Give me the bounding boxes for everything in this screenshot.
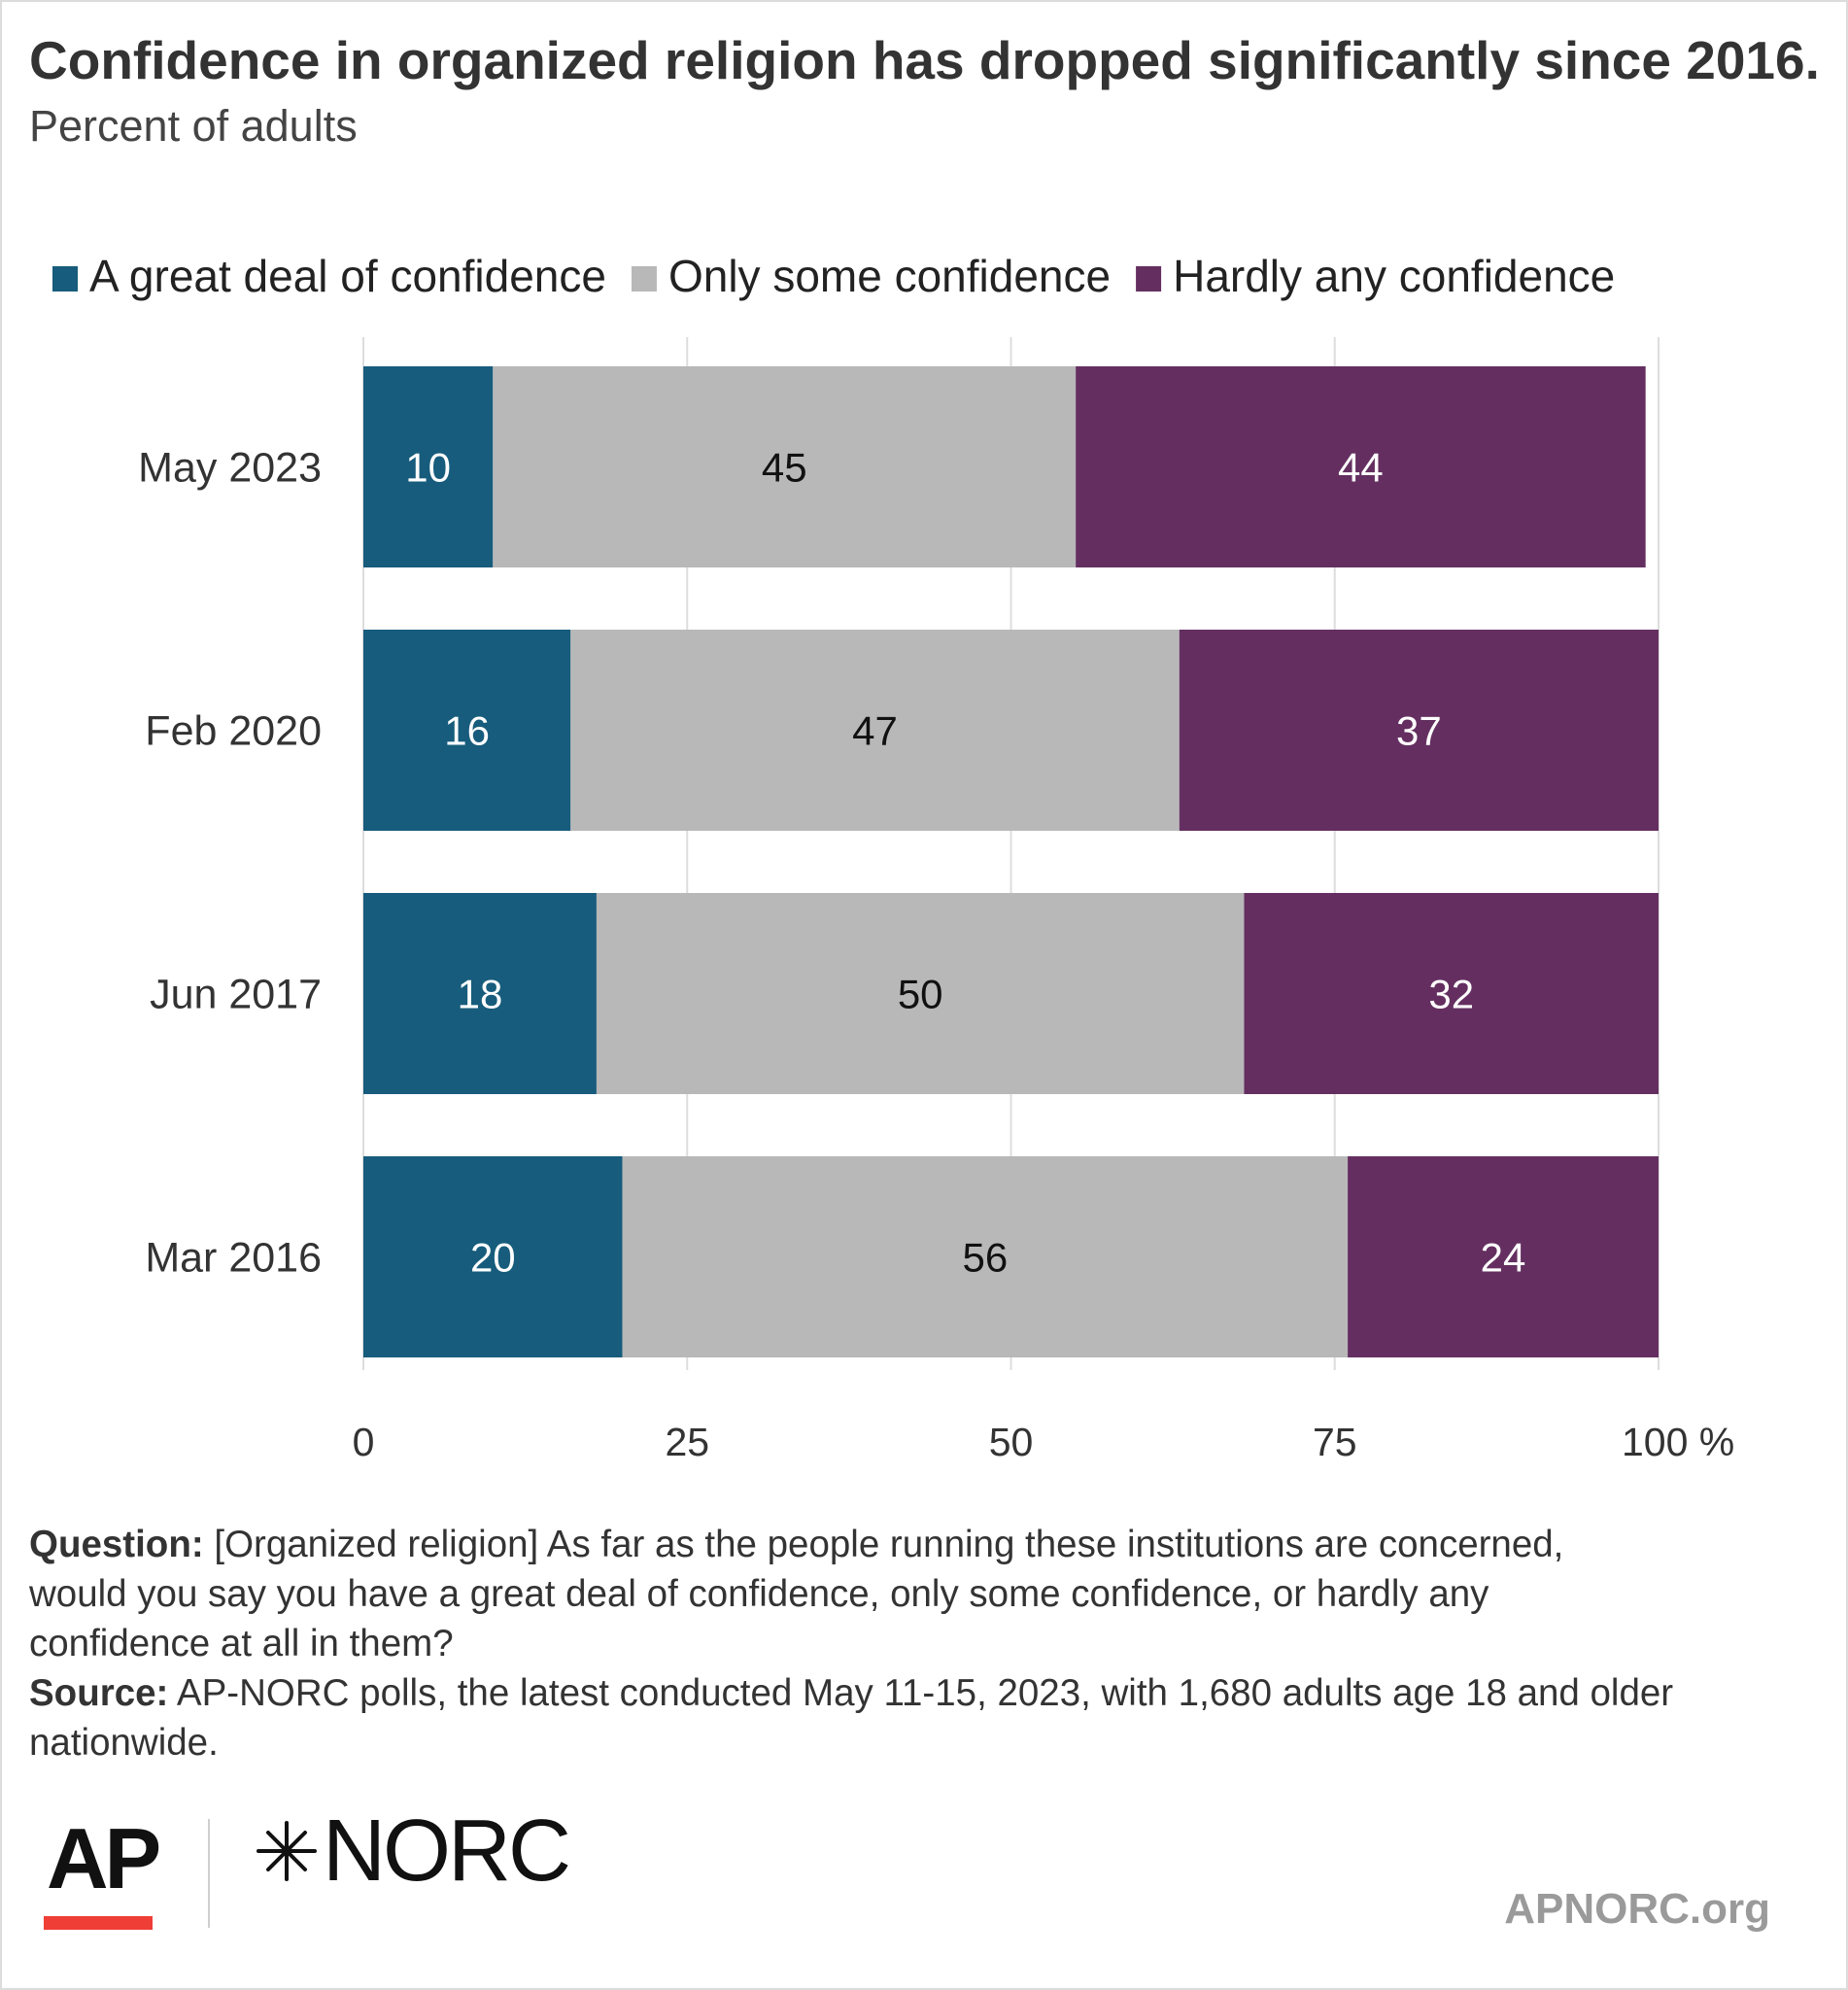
bar-label-1-2: 37 — [1396, 708, 1442, 754]
bar-2-0 — [363, 893, 597, 1094]
question-line-1: Question: [Organized religion] As far as… — [29, 1520, 1827, 1569]
norc-logo-text: NORC — [323, 1801, 571, 1900]
x-tick-label-2: 50 — [989, 1420, 1034, 1464]
bar-3-2 — [1348, 1156, 1659, 1357]
bar-0-1 — [493, 366, 1077, 567]
category-label-2: Jun 2017 — [150, 972, 322, 1018]
legend: A great deal of confidence Only some conf… — [52, 251, 1615, 301]
source-line-1: Source: AP-NORC polls, the latest conduc… — [29, 1668, 1827, 1718]
bar-label-0-2: 44 — [1338, 445, 1384, 491]
x-axis-ticks: 0 25 50 75 100 % — [353, 1420, 1735, 1464]
question-text-2: would you say you have a great deal of c… — [29, 1573, 1489, 1615]
norc-logo: NORC — [255, 1802, 571, 1900]
stacked-bar-chart: A great deal of confidence Only some conf… — [52, 251, 1735, 1464]
bar-0-2 — [1076, 366, 1646, 567]
bar-2-1 — [596, 893, 1245, 1094]
legend-label-2: Hardly any confidence — [1173, 251, 1615, 301]
source-text-2: nationwide. — [29, 1722, 219, 1764]
bar-label-0-0: 10 — [405, 445, 451, 491]
bar-label-3-0: 20 — [470, 1235, 516, 1281]
norc-star-icon — [257, 1821, 317, 1881]
x-tick-label-0: 0 — [353, 1420, 375, 1464]
bar-label-3-1: 56 — [962, 1235, 1008, 1281]
question-label: Question: — [29, 1524, 204, 1565]
legend-swatch-2 — [1136, 266, 1162, 292]
bar-label-2-2: 32 — [1428, 972, 1474, 1017]
chart-title: Confidence in organized religion has dro… — [29, 30, 1820, 90]
ap-logo: AP — [47, 1810, 161, 1906]
logo-divider — [208, 1819, 210, 1928]
question-text-3: confidence at all in them? — [29, 1623, 454, 1664]
bar-3-0 — [363, 1156, 623, 1357]
bar-label-1-0: 16 — [444, 708, 490, 754]
x-tick-label-1: 25 — [665, 1420, 709, 1464]
bar-3-1 — [622, 1156, 1349, 1357]
bar-1-1 — [570, 630, 1180, 831]
legend-label-1: Only some confidence — [668, 251, 1111, 301]
bar-label-2-0: 18 — [458, 972, 503, 1017]
category-label-3: Mar 2016 — [145, 1235, 322, 1282]
bar-1-0 — [363, 630, 571, 831]
bar-label-3-2: 24 — [1481, 1235, 1526, 1281]
legend-swatch-1 — [631, 266, 657, 292]
chart-notes: Question: [Organized religion] As far as… — [29, 1520, 1827, 1767]
legend-label-0: A great deal of confidence — [89, 251, 606, 301]
bar-label-0-1: 45 — [762, 445, 807, 491]
source-text-1: AP-NORC polls, the latest conducted May … — [176, 1672, 1674, 1714]
bar-1-2 — [1179, 630, 1659, 831]
source-label: Source: — [29, 1672, 169, 1714]
legend-swatch-0 — [52, 266, 78, 292]
x-tick-label-4: 100 % — [1622, 1420, 1734, 1464]
category-label-1: Feb 2020 — [145, 708, 322, 755]
category-labels: May 2023 Feb 2020 Jun 2017 Mar 2016 — [138, 445, 322, 1282]
x-tick-label-3: 75 — [1313, 1420, 1357, 1464]
question-text-1: [Organized religion] As far as the peopl… — [214, 1524, 1564, 1565]
bars: 10 45 44 16 47 37 18 50 32 20 56 24 — [363, 366, 1659, 1357]
ap-logo-underline — [44, 1916, 153, 1930]
bar-0-0 — [363, 366, 494, 567]
chart-subtitle: Percent of adults — [29, 101, 358, 151]
category-label-0: May 2023 — [138, 445, 322, 492]
bar-label-1-1: 47 — [852, 708, 898, 754]
bar-2-2 — [1244, 893, 1659, 1094]
bar-label-2-1: 50 — [898, 972, 943, 1017]
website-link[interactable]: APNORC.org — [1504, 1885, 1770, 1933]
